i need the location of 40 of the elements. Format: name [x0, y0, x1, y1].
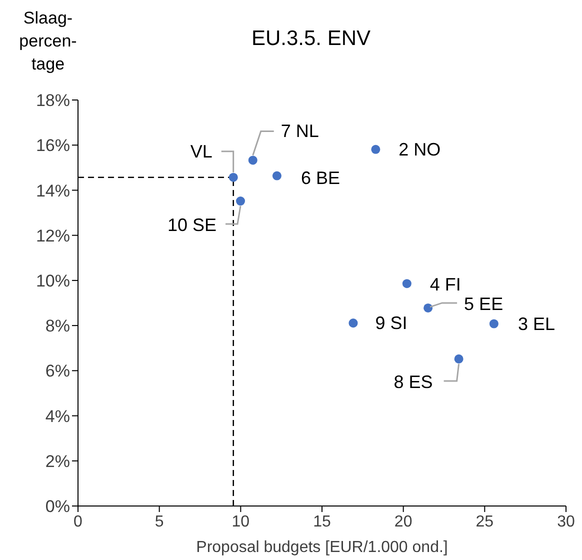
point	[371, 144, 380, 154]
y-tick-label: 14%	[36, 181, 70, 200]
x-tick-label: 5	[154, 513, 164, 530]
annotation: 9 SI	[375, 313, 408, 334]
point	[402, 279, 412, 288]
y-tick-label: 18%	[36, 91, 70, 110]
point	[424, 303, 433, 312]
point	[272, 171, 282, 180]
chart-title: EU.3.5. ENV	[251, 27, 371, 50]
x-tick-label: 15	[313, 513, 331, 530]
y-tick-label: 16%	[36, 136, 70, 156]
annotation: 4 FI	[430, 274, 461, 295]
annotation: 10 SE	[167, 215, 217, 236]
y-tick-label: 12%	[36, 226, 70, 246]
x-tick-label: 0	[74, 513, 83, 530]
x-axis-title: Proposal budgets [EUR/1.000 ond.]	[196, 539, 448, 556]
annotation: 8 ES	[394, 372, 433, 392]
y-tick-label: 10%	[36, 271, 70, 290]
x-tick-label: 30	[557, 513, 575, 530]
annotation: 2 NO	[398, 139, 441, 160]
point	[489, 319, 498, 328]
y-tick-label: 6%	[45, 362, 70, 381]
annotation: 5 EE	[464, 294, 504, 314]
point	[454, 354, 464, 364]
y-tick-label: 4%	[45, 406, 70, 426]
y-tick-label: 2%	[45, 452, 70, 471]
point	[236, 196, 246, 206]
point	[248, 156, 258, 165]
x-tick-label: 10	[232, 513, 250, 530]
annotation: 6 BE	[300, 168, 340, 188]
point	[348, 318, 358, 328]
y-tick-label: 8%	[45, 316, 70, 336]
annotation: VL	[190, 141, 212, 162]
annotation: 3 EL	[518, 314, 555, 334]
x-tick-label: 25	[476, 513, 494, 530]
y-tick-label: 0%	[45, 497, 70, 516]
x-tick-label: 20	[394, 513, 412, 530]
annotation: 7 NL	[280, 121, 319, 142]
y-axis-title: Slaag-percen-tage	[19, 8, 77, 74]
point	[228, 172, 238, 182]
